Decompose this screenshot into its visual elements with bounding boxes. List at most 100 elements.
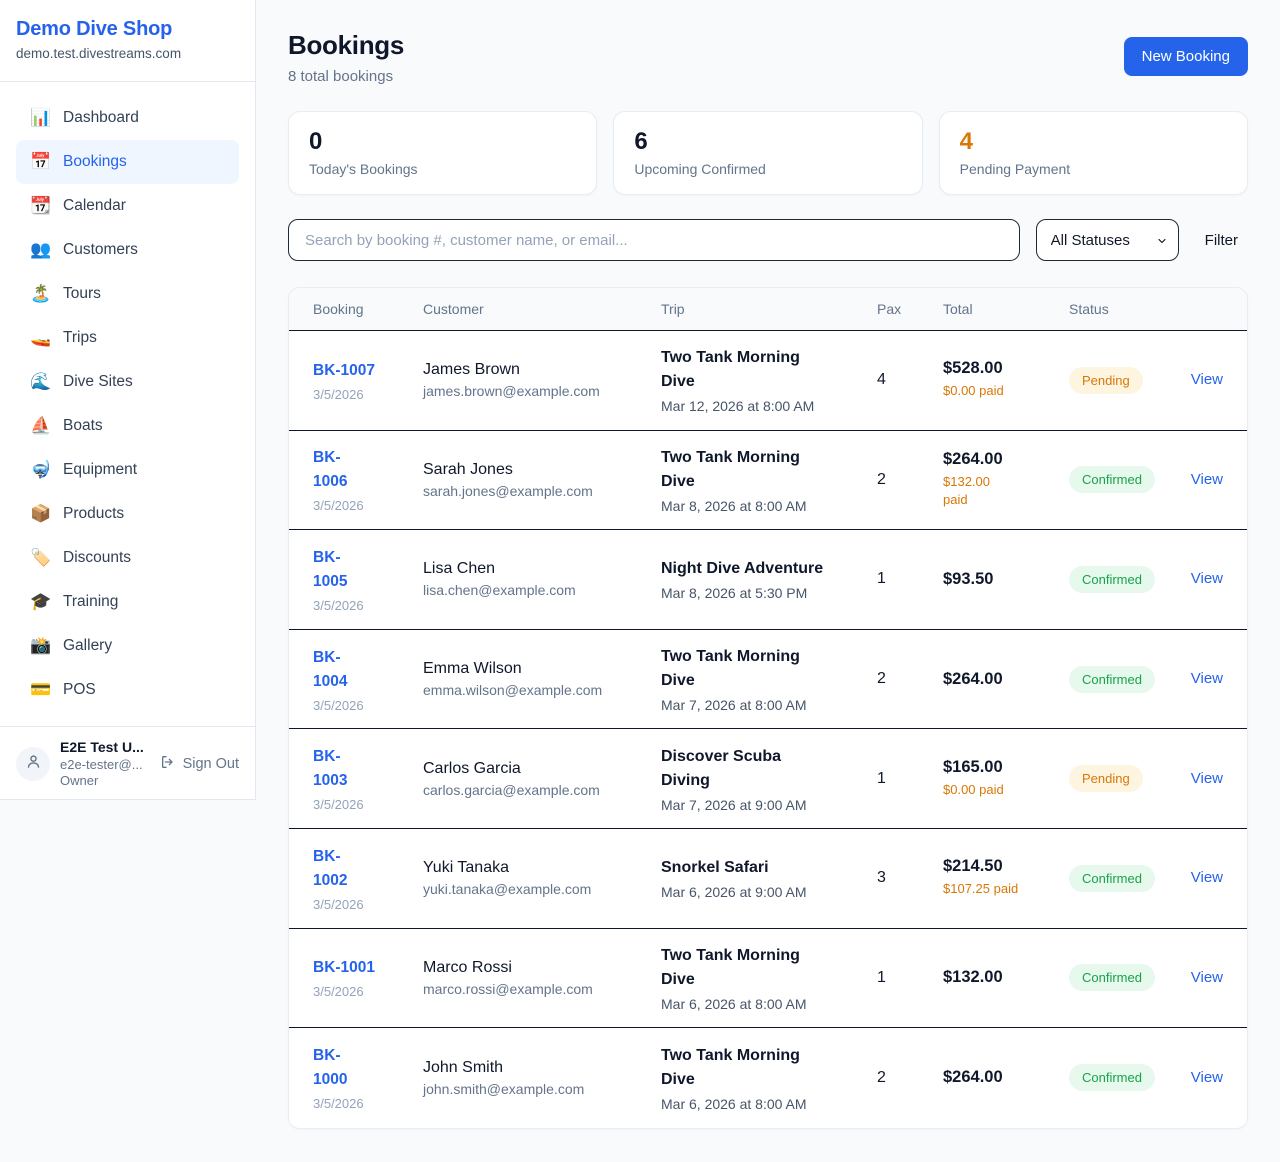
sidebar-item-training[interactable]: 🎓 Training: [16, 580, 239, 624]
sidebar-item-label: Products: [63, 505, 125, 522]
search-input[interactable]: [288, 219, 1020, 261]
pax-count: 2: [877, 670, 886, 688]
sidebar-item-products[interactable]: 📦 Products: [16, 492, 239, 536]
booking-id-link[interactable]: BK-1001: [313, 959, 376, 977]
booking-date: 3/5/2026: [313, 896, 364, 912]
customer-name: Marco Rossi: [423, 958, 512, 976]
trip-name: Two Tank Morning Dive: [661, 349, 800, 391]
view-link[interactable]: View: [1190, 1068, 1223, 1086]
sidebar-item-label: Calendar: [63, 197, 126, 214]
dive-sites-icon: 🌊: [30, 372, 52, 391]
customer-name: Carlos Garcia: [423, 759, 521, 777]
pax-count: 1: [877, 769, 886, 787]
trip-datetime: Mar 6, 2026 at 8:00 AM: [661, 1095, 807, 1112]
shop-name: Demo Dive Shop: [16, 18, 173, 40]
column-header-status: Status: [1069, 301, 1109, 317]
column-header-total: Total: [943, 301, 973, 317]
sign-out-icon: [160, 754, 176, 774]
view-link[interactable]: View: [1190, 371, 1223, 389]
customer-email: lisa.chen@example.com: [423, 582, 576, 599]
column-header-booking: Booking: [313, 301, 364, 317]
sidebar-item-calendar[interactable]: 📆 Calendar: [16, 184, 239, 228]
paid-amount: $0.00 paid: [943, 781, 1004, 797]
sidebar-item-label: Gallery: [63, 637, 113, 654]
sidebar-item-label: Dive Sites: [63, 373, 133, 390]
status-badge: Confirmed: [1069, 565, 1155, 593]
status-badge: Confirmed: [1069, 1064, 1155, 1092]
booking-id-link[interactable]: BK- 1004: [313, 648, 348, 690]
sidebar-item-label: Customers: [63, 241, 138, 258]
pax-count: 1: [877, 570, 886, 588]
trip-datetime: Mar 7, 2026 at 9:00 AM: [661, 796, 807, 813]
booking-date: 3/5/2026: [313, 498, 364, 514]
view-link[interactable]: View: [1190, 869, 1223, 887]
booking-id-link[interactable]: BK-1007: [313, 361, 376, 379]
view-link[interactable]: View: [1190, 670, 1223, 688]
page-subtitle: 8 total bookings: [288, 68, 394, 85]
sidebar-item-customers[interactable]: 👥 Customers: [16, 228, 239, 272]
booking-id-link[interactable]: BK- 1002: [313, 847, 348, 889]
stat-value: 6: [634, 128, 648, 155]
user-info: E2E Test U... e2e-tester@... Owner: [60, 739, 150, 788]
bookings-table: Booking Customer Trip Pax Total Status BK-100…: [288, 287, 1248, 1129]
sidebar-item-tours[interactable]: 🏝️ Tours: [16, 272, 239, 316]
booking-date: 3/5/2026: [313, 386, 364, 402]
table-row: BK-1001 3/5/2026 Marco Rossi marco.rossi…: [289, 928, 1247, 1029]
view-link[interactable]: View: [1190, 570, 1223, 588]
stat-card: 6 Upcoming Confirmed: [613, 111, 923, 195]
booking-date: 3/5/2026: [313, 1096, 364, 1112]
sidebar-item-discounts[interactable]: 🏷️ Discounts: [16, 536, 239, 580]
avatar: [16, 746, 50, 781]
booking-id-link[interactable]: BK- 1006: [313, 449, 348, 491]
pax-count: 2: [877, 470, 886, 488]
sidebar-item-trips[interactable]: 🚤 Trips: [16, 316, 239, 360]
total-amount: $165.00: [943, 757, 1003, 776]
page-title: Bookings: [288, 30, 405, 60]
status-select[interactable]: All Statuses: [1035, 219, 1179, 261]
view-link[interactable]: View: [1190, 470, 1223, 488]
trip-datetime: Mar 8, 2026 at 8:00 AM: [661, 497, 807, 514]
booking-date: 3/5/2026: [313, 697, 364, 713]
equipment-icon: 🤿: [30, 460, 52, 479]
sidebar-item-dive-sites[interactable]: 🌊 Dive Sites: [16, 360, 239, 404]
pax-count: 2: [877, 1068, 886, 1086]
customer-email: marco.rossi@example.com: [423, 980, 593, 997]
trip-name: Two Tank Morning Dive: [661, 1046, 800, 1088]
sidebar-item-label: POS: [63, 681, 96, 698]
trip-datetime: Mar 7, 2026 at 8:00 AM: [661, 697, 807, 714]
view-link[interactable]: View: [1190, 968, 1223, 986]
stat-label: Upcoming Confirmed: [634, 161, 766, 178]
sidebar-item-label: Training: [63, 593, 119, 610]
new-booking-button[interactable]: New Booking: [1123, 37, 1248, 76]
sidebar-item-label: Trips: [63, 329, 97, 346]
sidebar-item-bookings[interactable]: 📅 Bookings: [16, 140, 239, 184]
trips-icon: 🚤: [30, 328, 52, 347]
sidebar-item-boats[interactable]: ⛵ Boats: [16, 404, 239, 448]
sign-out-button[interactable]: Sign Out: [160, 754, 239, 774]
status-select-wrap: All Statuses: [1035, 219, 1179, 261]
paid-amount: $132.00 paid: [943, 473, 990, 508]
filter-button[interactable]: Filter: [1195, 224, 1248, 257]
customer-name: Emma Wilson: [423, 660, 522, 678]
sidebar-item-dashboard[interactable]: 📊 Dashboard: [16, 96, 239, 140]
tours-icon: 🏝️: [30, 284, 52, 303]
table-row: BK-1007 3/5/2026 James Brown james.brown…: [289, 331, 1247, 431]
booking-id-link[interactable]: BK- 1003: [313, 748, 348, 790]
table-row: BK- 1003 3/5/2026 Carlos Garcia carlos.g…: [289, 729, 1247, 829]
sidebar-item-gallery[interactable]: 📸 Gallery: [16, 624, 239, 668]
booking-id-link[interactable]: BK- 1005: [313, 548, 348, 590]
trip-datetime: Mar 6, 2026 at 8:00 AM: [661, 995, 807, 1012]
customer-email: james.brown@example.com: [423, 383, 600, 400]
paid-amount: $0.00 paid: [943, 383, 1004, 399]
view-link[interactable]: View: [1190, 769, 1223, 787]
products-icon: 📦: [30, 504, 52, 523]
table-row: BK- 1004 3/5/2026 Emma Wilson emma.wilso…: [289, 629, 1247, 730]
sidebar-item-equipment[interactable]: 🤿 Equipment: [16, 448, 239, 492]
pos-icon: 💳: [30, 680, 52, 699]
shop-domain: demo.test.divestreams.com: [16, 46, 182, 61]
booking-id-link[interactable]: BK- 1000: [313, 1047, 348, 1089]
status-badge: Pending: [1069, 366, 1143, 394]
sidebar-item-label: Bookings: [63, 153, 127, 170]
sidebar-item-pos[interactable]: 💳 POS: [16, 668, 239, 712]
